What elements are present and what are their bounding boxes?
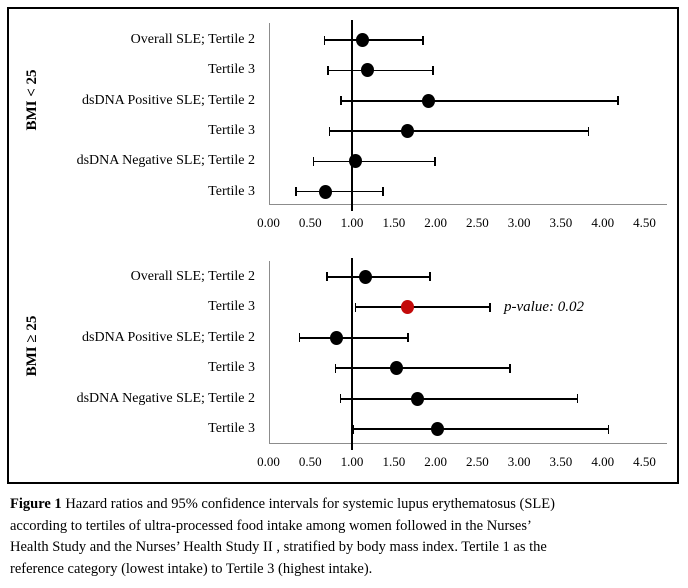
- ci-line: [341, 99, 618, 102]
- p-value-annotation: p-value: 0.02: [504, 299, 584, 316]
- ci-cap-left: [327, 65, 329, 75]
- x-axis-tick-label: 4.00: [591, 454, 615, 469]
- ci-line: [326, 275, 430, 278]
- ci-cap-left: [339, 394, 342, 404]
- ci-cap-right: [587, 126, 590, 136]
- ci-cap-right: [382, 187, 384, 197]
- y-axis-line: [269, 23, 271, 204]
- x-axis-tick-label: 3.50: [549, 215, 573, 230]
- reference-line-hr-1: [351, 20, 353, 211]
- ci-cap-right: [607, 424, 610, 434]
- ci-line: [352, 428, 609, 431]
- hr-marker: [358, 269, 372, 284]
- ci-cap-left: [340, 96, 342, 106]
- hr-marker: [348, 154, 362, 169]
- x-axis-tick-label: 1.50: [382, 454, 406, 469]
- caption-line-4: reference category (lowest intake) to Te…: [10, 560, 373, 577]
- category-label: Overall SLE; Tertile 2: [130, 32, 255, 48]
- hr-marker: [318, 184, 332, 199]
- y-axis-line: [269, 261, 271, 443]
- x-axis-tick-label: 4.00: [591, 215, 615, 230]
- x-axis-tick-label: 2.50: [466, 454, 489, 469]
- hr-marker: [410, 391, 424, 406]
- ci-line: [327, 69, 434, 72]
- ci-line: [296, 190, 383, 193]
- ci-line: [355, 306, 490, 309]
- ci-cap-right: [509, 363, 511, 373]
- ci-cap-left: [352, 424, 354, 434]
- figure-caption: Figure 1 Hazard ratios and 95% confidenc…: [10, 494, 682, 580]
- ci-cap-right: [428, 272, 431, 282]
- ci-cap-right: [489, 302, 491, 312]
- category-label: Tertile 3: [208, 123, 255, 139]
- caption-line-1: Figure 1 Hazard ratios and 95% confidenc…: [10, 494, 682, 516]
- x-axis-tick-label: 0.00: [257, 215, 280, 230]
- category-label: dsDNA Positive SLE; Tertile 2: [82, 329, 255, 345]
- x-axis-tick-label: 1.00: [340, 215, 364, 230]
- ci-cap-right: [433, 156, 436, 166]
- ci-line: [324, 39, 424, 41]
- chart-border-box: [7, 7, 679, 484]
- category-label: Tertile 3: [208, 183, 255, 199]
- hr-marker: [329, 330, 343, 345]
- caption-figure-label: Figure 1: [10, 496, 62, 512]
- hr-marker: [430, 422, 444, 437]
- x-axis-tick-label: 2.00: [424, 454, 447, 469]
- category-label: Tertile 3: [208, 360, 255, 376]
- category-label: dsDNA Positive SLE; Tertile 2: [82, 92, 255, 108]
- hr-marker: [389, 361, 403, 376]
- ci-cap-right: [432, 65, 434, 75]
- ci-cap-left: [334, 363, 337, 373]
- category-label: dsDNA Negative SLE; Tertile 2: [76, 390, 255, 406]
- hr-marker: [355, 33, 369, 48]
- x-axis-tick-label: 2.00: [424, 215, 447, 230]
- category-label: dsDNA Negative SLE; Tertile 2: [76, 153, 255, 169]
- ci-line: [335, 367, 510, 370]
- x-axis-tick-label: 4.50: [633, 215, 656, 230]
- caption-line-2: according to tertiles of ultra-processed…: [10, 517, 532, 534]
- x-axis-tick-label: 4.50: [633, 454, 656, 469]
- ci-cap-left: [295, 187, 297, 197]
- category-label: Tertile 3: [208, 421, 255, 437]
- x-axis-tick-label: 0.00: [257, 454, 280, 469]
- ci-cap-right: [422, 35, 424, 45]
- ci-line: [313, 160, 435, 163]
- x-axis-tick-label: 3.00: [507, 454, 531, 469]
- hr-marker: [421, 93, 435, 108]
- ci-cap-left: [312, 156, 315, 166]
- ci-cap-right: [616, 96, 619, 106]
- ci-line: [340, 397, 578, 400]
- caption-line-3: Health Study and the Nurses’ Health Stud…: [10, 539, 547, 555]
- x-axis-tick-label: 1.50: [382, 215, 406, 230]
- category-label: Overall SLE; Tertile 2: [130, 268, 255, 284]
- ci-cap-left: [326, 272, 328, 282]
- ci-cap-left: [323, 35, 326, 45]
- category-label: Tertile 3: [208, 299, 255, 315]
- category-label: Tertile 3: [208, 62, 255, 78]
- ci-cap-right: [576, 394, 579, 404]
- hr-marker: [400, 124, 414, 139]
- x-axis-line: [269, 203, 667, 205]
- ci-cap-left: [328, 126, 331, 136]
- reference-line-hr-1: [351, 258, 353, 450]
- x-axis-tick-label: 0.50: [298, 215, 322, 230]
- caption-line-1-text: Hazard ratios and 95% confidence interva…: [65, 496, 555, 512]
- ci-cap-right: [407, 333, 409, 343]
- x-axis-line: [269, 443, 667, 445]
- x-axis-tick-label: 3.50: [549, 454, 573, 469]
- ci-line: [299, 336, 409, 339]
- x-axis-tick-label: 2.50: [466, 215, 489, 230]
- x-axis-tick-label: 1.00: [340, 454, 364, 469]
- x-axis-tick-label: 3.00: [507, 215, 531, 230]
- ci-cap-left: [354, 302, 357, 312]
- hr-marker: [400, 300, 414, 315]
- hr-marker: [361, 63, 375, 78]
- ci-line: [329, 130, 589, 132]
- x-axis-tick-label: 0.50: [298, 454, 322, 469]
- ci-cap-left: [298, 333, 301, 343]
